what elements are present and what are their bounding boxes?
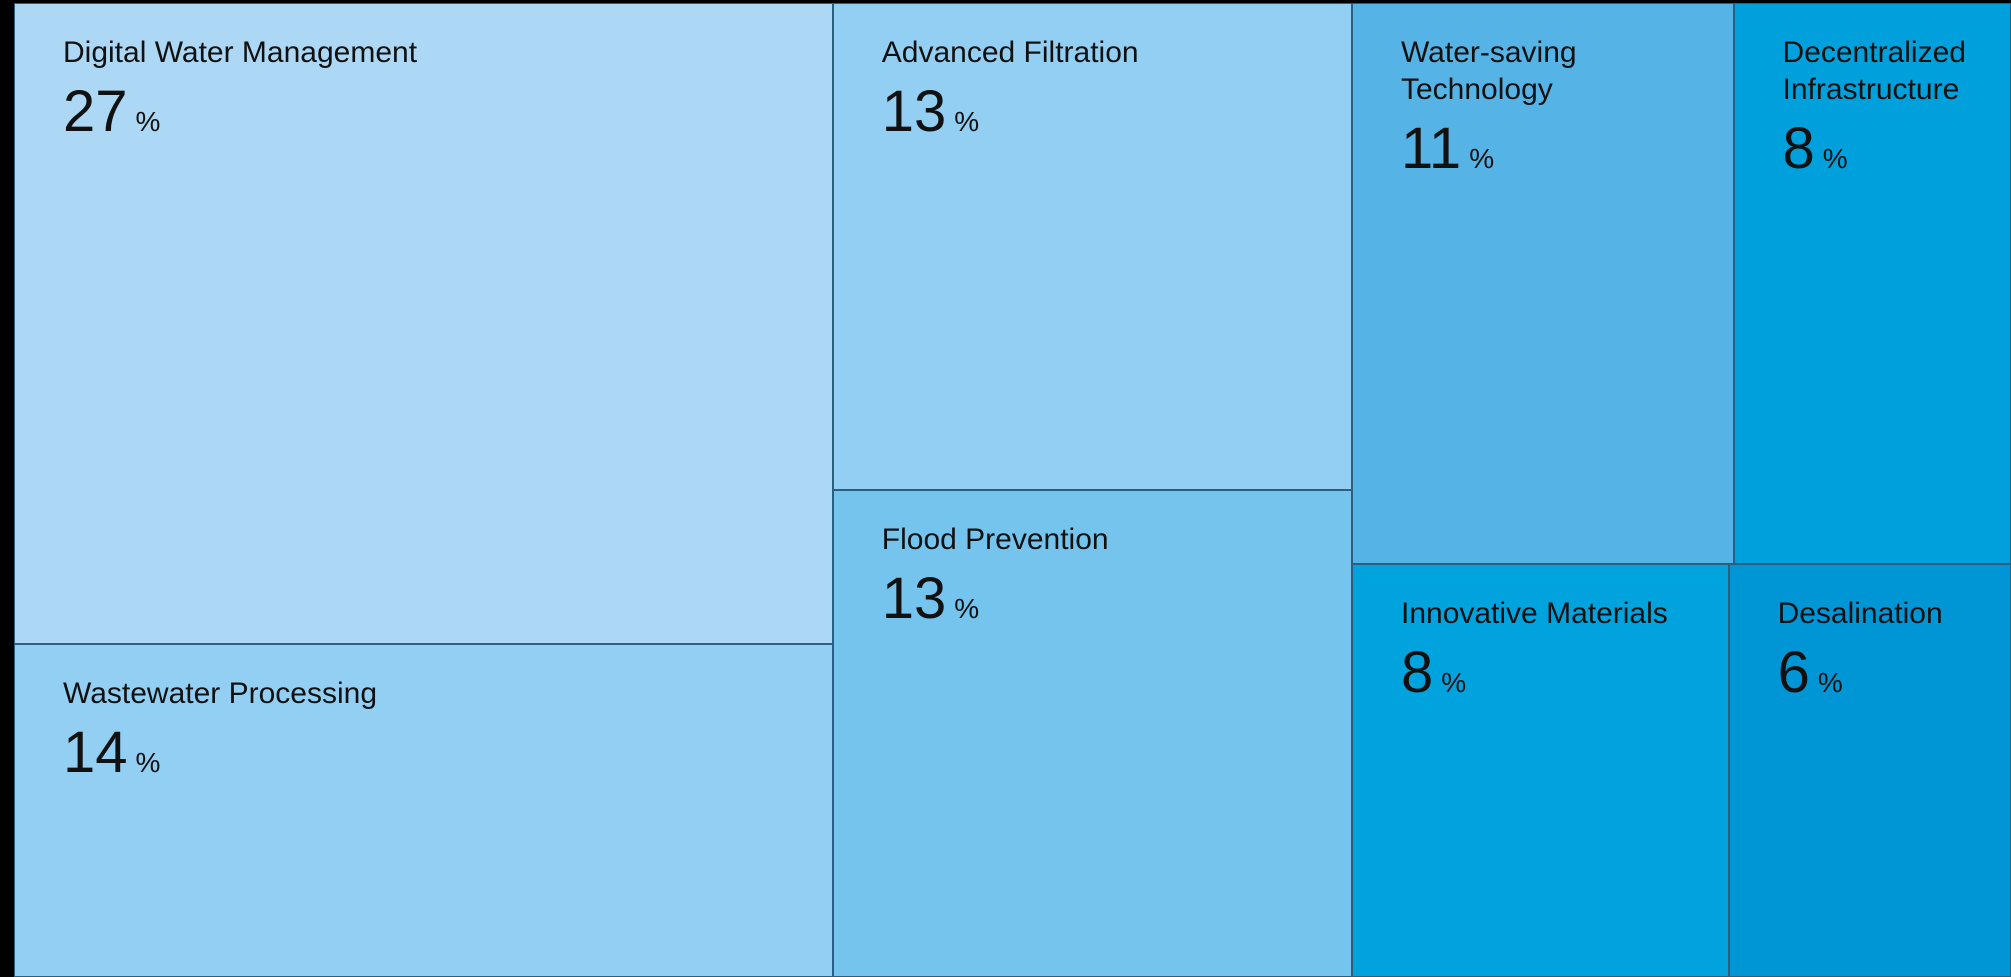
tile: Flood Prevention 13% <box>832 490 1352 977</box>
tile: Advanced Filtration 13% <box>832 3 1352 490</box>
tile: Water-saving Technology 11% <box>1351 3 1734 564</box>
value-number: 27 <box>63 79 128 144</box>
value-number: 8 <box>1782 116 1815 181</box>
tile-label: Desalination <box>1777 596 1943 630</box>
tile: Innovative Materials 8% <box>1351 563 1729 977</box>
tile-label: Digital Water Management <box>63 36 418 69</box>
tile: Desalination 6% <box>1728 563 2011 977</box>
tile-value: 14% <box>63 720 822 801</box>
value-number: 14 <box>63 720 128 786</box>
tile-label: Flood Prevention <box>881 523 1109 556</box>
value-unit: % <box>1441 666 1467 698</box>
value-number: 6 <box>1777 639 1810 705</box>
value-unit: % <box>135 747 161 779</box>
tile-value: 13% <box>882 566 1341 647</box>
tile-label: Advanced Filtration <box>881 36 1139 69</box>
tile-value: 6% <box>1778 640 2000 721</box>
tile-value: 8% <box>1401 640 1718 721</box>
value-unit: % <box>135 106 161 137</box>
value-number: 8 <box>1400 639 1434 705</box>
tile: Wastewater Processing 14% <box>14 644 833 977</box>
value-unit: % <box>1817 666 1843 698</box>
tile: Digital Water Management 27% <box>14 3 833 645</box>
value-unit: % <box>1822 143 1848 174</box>
value-number: 13 <box>881 566 947 631</box>
value-unit: % <box>1469 143 1495 174</box>
tile-label: Innovative Materials <box>1400 596 1668 630</box>
tile-value: 13% <box>882 79 1341 160</box>
tile-value: 11% <box>1401 116 1723 197</box>
treemap: Digital Water Management 27% Wastewater Pr… <box>14 3 2011 977</box>
tile-value: 8% <box>1783 116 2000 197</box>
tile-label: Decentralized Infrastructure <box>1782 36 1966 106</box>
tile-label: Water-saving Technology <box>1400 36 1577 106</box>
value-number: 11 <box>1400 116 1462 181</box>
value-unit: % <box>954 593 980 624</box>
tile: Decentralized Infrastructure 8% <box>1733 3 2011 564</box>
tile-label: Wastewater Processing <box>63 677 378 711</box>
tile-value: 27% <box>63 79 822 160</box>
value-number: 13 <box>881 79 947 144</box>
value-unit: % <box>954 106 980 137</box>
